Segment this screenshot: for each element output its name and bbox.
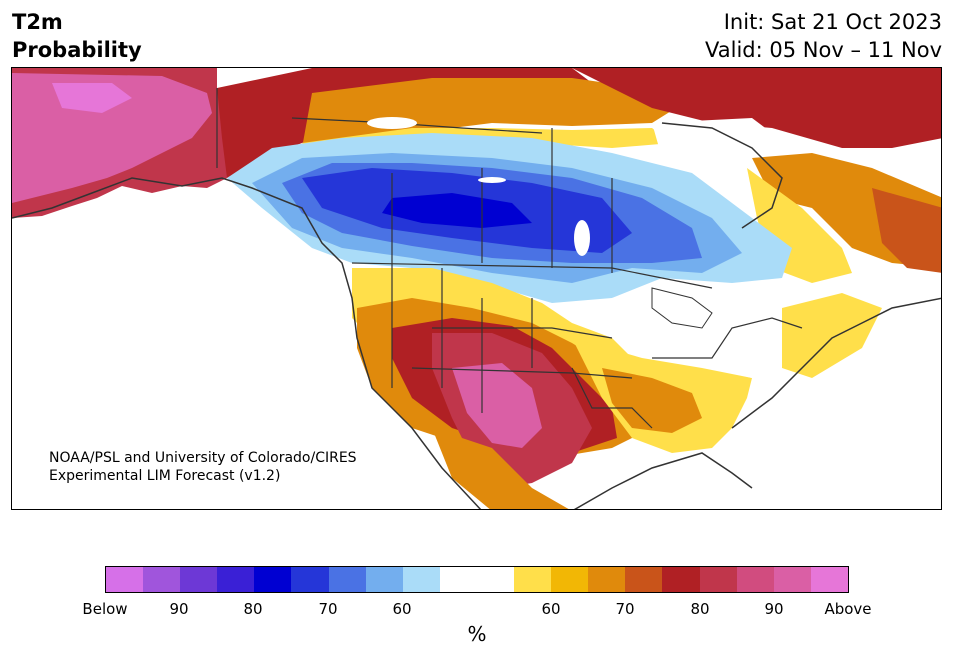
- credit-line-1: NOAA/PSL and University of Colorado/CIRE…: [49, 450, 357, 466]
- colorbar-unit: %: [467, 622, 487, 646]
- state-province-borders: [216, 88, 803, 429]
- tick-above-60: 60: [541, 600, 561, 618]
- data-credit: NOAA/PSL and University of Colorado/CIRE…: [49, 449, 357, 485]
- tick-below-90: 90: [169, 600, 189, 618]
- cold-core: [382, 193, 532, 228]
- tick-above-90: 90: [764, 600, 784, 618]
- colorbar-segment: [254, 567, 292, 592]
- colorbar-segment: [736, 567, 774, 592]
- forecast-dates: Init: Sat 21 Oct 2023 Valid: 05 Nov – 11…: [705, 8, 942, 64]
- tick-below-70: 70: [318, 600, 338, 618]
- map-title: T2m Probability: [12, 8, 142, 64]
- colorbar-segment: [773, 567, 811, 592]
- alaska-peak: [52, 83, 132, 113]
- credit-line-2: Experimental LIM Forecast (v1.2): [49, 468, 281, 484]
- colorbar-segment: [662, 567, 700, 592]
- great-slave-lake: [478, 177, 506, 183]
- colorbar-segment: [810, 567, 848, 592]
- probability-map[interactable]: [11, 67, 942, 510]
- labrador-red: [872, 188, 941, 273]
- colorbar-segment: [699, 567, 737, 592]
- great-bear-lake: [367, 117, 417, 129]
- colorbar-segment: [106, 567, 144, 592]
- colorbar-segment: [402, 567, 440, 592]
- tick-above: Above: [824, 600, 872, 618]
- southwest-peak: [452, 363, 542, 448]
- tick-below: Below: [82, 600, 128, 618]
- colorbar-segment: [217, 567, 255, 592]
- tick-below-60: 60: [392, 600, 412, 618]
- colorbar-segment: [514, 567, 552, 592]
- colorbar-segment: [588, 567, 626, 592]
- coastlines: [12, 122, 941, 509]
- probability-colorbar: [105, 566, 849, 593]
- colorbar-segment: [291, 567, 329, 592]
- product-label: Probability: [12, 38, 142, 62]
- valid-range: Valid: 05 Nov – 11 Nov: [705, 38, 942, 62]
- map-canvas: [12, 68, 941, 509]
- south-orange: [602, 368, 702, 433]
- variable-label: T2m: [12, 10, 63, 34]
- colorbar-segment: [180, 567, 218, 592]
- tick-above-80: 80: [690, 600, 710, 618]
- colorbar-segment: [476, 567, 515, 592]
- init-date: Init: Sat 21 Oct 2023: [723, 10, 942, 34]
- colorbar-segment: [365, 567, 403, 592]
- great-lakes: [651, 287, 713, 329]
- mexico-orange: [432, 428, 569, 509]
- colorbar-segment: [143, 567, 181, 592]
- lake-winnipeg: [574, 220, 590, 256]
- colorbar-segment: [551, 567, 589, 592]
- colorbar-segment: [439, 567, 477, 592]
- tick-above-70: 70: [615, 600, 635, 618]
- colorbar-segment: [625, 567, 663, 592]
- new-england-yellow: [782, 293, 882, 378]
- eastern-canada-red: [572, 68, 941, 148]
- tick-below-80: 80: [243, 600, 263, 618]
- colorbar-segment: [328, 567, 366, 592]
